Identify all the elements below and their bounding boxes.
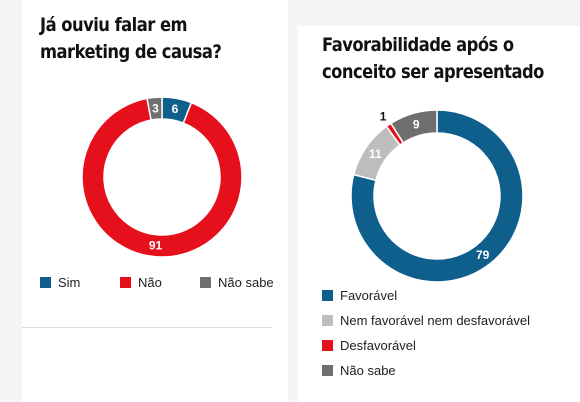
right-value-label-1: 11 [369, 147, 382, 161]
right-legend-item-2: Desfavorável [322, 338, 416, 353]
right-chart-title-line-1: Favorabilidade após o [322, 34, 514, 56]
right-legend-swatch-1 [322, 315, 333, 326]
right-chart-panel [298, 26, 580, 402]
left-slice-1 [81, 97, 243, 258]
right-legend-label-3: Não sabe [340, 363, 396, 378]
right-value-label-3: 9 [413, 117, 420, 131]
left-legend-swatch-1 [120, 277, 131, 288]
right-legend-item-1: Nem favorável nem desfavorável [322, 313, 530, 328]
left-legend-label-2: Não sabe [218, 275, 274, 290]
left-chart-title: Já ouviu falar em marketing de causa? [40, 12, 222, 66]
right-legend-swatch-0 [322, 290, 333, 301]
left-chart-title-line-1: Já ouviu falar em [40, 14, 188, 36]
left-value-label-0: 6 [172, 102, 179, 116]
right-slice-3 [389, 109, 438, 144]
right-chart-title-line-2: conceito ser apresentado [322, 61, 544, 83]
right-legend-swatch-3 [322, 365, 333, 376]
left-legend-swatch-0 [40, 277, 51, 288]
left-value-label-2: 3 [152, 101, 159, 115]
right-legend-label-2: Desfavorável [340, 338, 416, 353]
left-slice-2 [146, 96, 163, 121]
right-slice-0 [350, 109, 524, 283]
right-legend-label-0: Favorável [340, 288, 398, 303]
right-legend-item-3: Não sabe [322, 363, 396, 378]
left-legend-label-0: Sim [58, 275, 81, 290]
right-value-label-0: 79 [476, 248, 490, 262]
right-legend-item-0: Favorável [322, 288, 397, 303]
left-legend-swatch-2 [200, 277, 211, 288]
left-chart-panel [22, 0, 288, 402]
left-legend-item-2: Não sabe [200, 275, 274, 290]
right-legend-label-1: Nem favorável nem desfavorável [340, 313, 531, 328]
right-chart-title: Favorabilidade após o conceito ser apres… [322, 32, 544, 86]
left-legend-item-1: Não [120, 275, 162, 290]
right-legend-swatch-2 [322, 340, 333, 351]
left-value-label-1: 91 [149, 239, 163, 253]
divider [22, 327, 272, 328]
left-legend-label-1: Não [138, 275, 162, 290]
left-chart-title-line-2: marketing de causa? [40, 41, 222, 63]
left-legend-item-0: Sim [40, 275, 80, 290]
right-value-label-2: 1 [380, 110, 387, 124]
